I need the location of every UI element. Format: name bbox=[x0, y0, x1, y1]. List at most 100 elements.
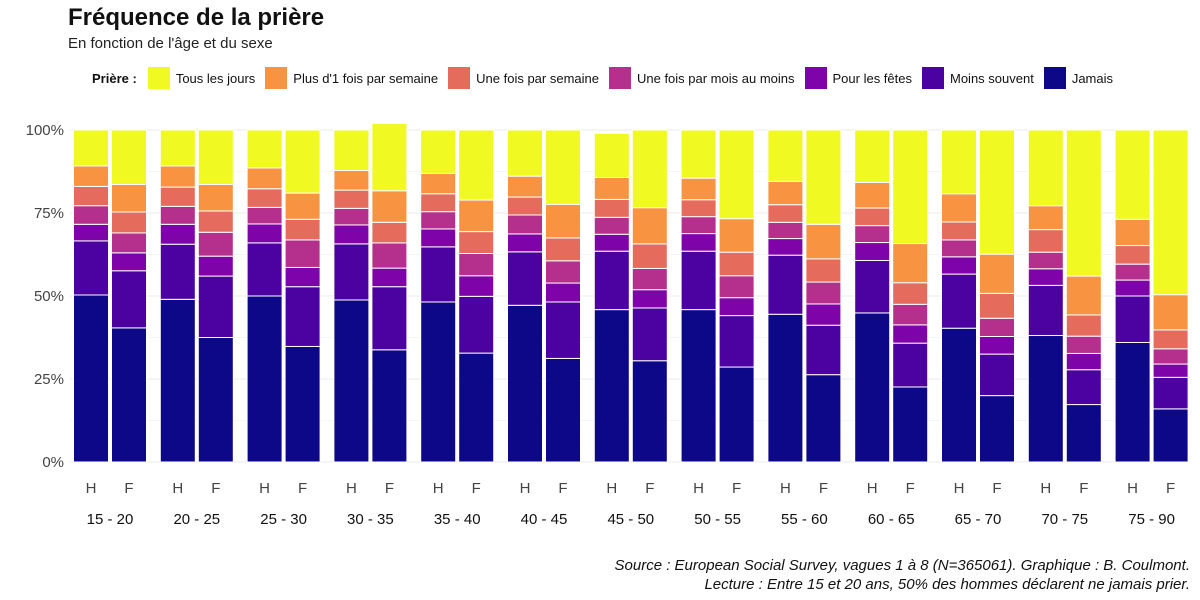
bar-segment bbox=[507, 304, 543, 463]
bar-segment bbox=[284, 192, 321, 220]
bar-segment bbox=[246, 167, 283, 190]
bar-segment bbox=[593, 176, 630, 200]
legend-item-pour-les-fetes: Pour les fêtes bbox=[804, 67, 912, 89]
x-sub-label: H bbox=[867, 480, 878, 497]
bar-segment bbox=[892, 129, 929, 245]
bar-segment bbox=[1027, 205, 1064, 231]
bar-segment bbox=[941, 327, 977, 463]
bar-segment bbox=[159, 186, 196, 207]
legend-title: Prière : bbox=[92, 70, 137, 86]
y-tick-label: 0% bbox=[42, 454, 64, 471]
bar-segment bbox=[284, 239, 321, 268]
bar-segment bbox=[979, 317, 1015, 338]
bar-segment bbox=[371, 349, 408, 463]
bar-segment bbox=[371, 122, 408, 192]
bar-segment bbox=[507, 129, 543, 177]
bar-segment bbox=[1027, 251, 1064, 270]
bar-segment bbox=[333, 299, 370, 463]
bar-segment bbox=[1027, 284, 1064, 337]
bar-segment bbox=[631, 243, 668, 269]
bar-segment bbox=[680, 199, 717, 218]
bar-segment bbox=[805, 324, 842, 376]
x-sub-label: F bbox=[819, 480, 828, 497]
bar-segment bbox=[1114, 295, 1151, 343]
bar-segment bbox=[854, 312, 891, 463]
bar-segment bbox=[1114, 245, 1151, 265]
bar-segment bbox=[631, 267, 668, 291]
bar-segment bbox=[420, 246, 457, 303]
bar-segment bbox=[1027, 268, 1064, 286]
bar-segment bbox=[507, 251, 543, 306]
bar-segment bbox=[1152, 348, 1189, 365]
legend-swatch bbox=[804, 67, 827, 89]
bar-segment bbox=[979, 292, 1015, 319]
bar-segment bbox=[680, 309, 717, 463]
bar-segment bbox=[941, 273, 977, 329]
bar-segment bbox=[159, 298, 196, 463]
bar-segment bbox=[333, 224, 370, 245]
bar-segment bbox=[197, 210, 234, 233]
bar-segment bbox=[507, 214, 543, 235]
bar-segment bbox=[1152, 408, 1189, 463]
legend-label: Une fois par semaine bbox=[476, 70, 599, 86]
x-sub-label: H bbox=[780, 480, 791, 497]
bar-segment bbox=[73, 294, 109, 463]
x-sub-label: H bbox=[172, 480, 183, 497]
legend-label: Tous les jours bbox=[175, 70, 256, 86]
legend-item-une-fois-par-mois: Une fois par mois au moins bbox=[608, 67, 795, 89]
bar-segment bbox=[371, 242, 408, 269]
bar-segment bbox=[284, 266, 321, 288]
bar-segment bbox=[805, 223, 842, 260]
bar-segment bbox=[979, 353, 1015, 397]
bar-segment bbox=[420, 228, 457, 248]
bar-segment bbox=[718, 129, 755, 220]
bar-segment bbox=[197, 231, 234, 257]
bar-segment bbox=[420, 301, 457, 463]
bar-segment bbox=[631, 360, 668, 463]
bar-segment bbox=[941, 256, 977, 275]
bar-segment bbox=[1114, 218, 1151, 247]
bar-segment bbox=[159, 243, 196, 300]
legend-label: Jamais bbox=[1071, 70, 1114, 86]
bar-segment bbox=[680, 216, 717, 235]
bar-segment bbox=[333, 207, 370, 226]
bar-segment bbox=[1065, 314, 1102, 337]
bar-segment bbox=[371, 190, 408, 223]
bar-segment bbox=[854, 207, 891, 227]
bar-segment bbox=[593, 198, 630, 218]
bar-segment bbox=[458, 253, 495, 277]
bar-segment bbox=[545, 203, 581, 239]
bar-segment bbox=[420, 193, 457, 213]
bar-segment bbox=[507, 175, 543, 198]
bar-segment bbox=[892, 324, 929, 344]
bar-segment bbox=[631, 307, 668, 362]
x-group-label: 65 - 70 bbox=[955, 511, 1002, 528]
bar-segment bbox=[805, 303, 842, 326]
bar-segment bbox=[1114, 279, 1151, 297]
y-tick-label: 25% bbox=[34, 371, 64, 388]
bar-segment bbox=[805, 129, 842, 225]
bar-segment bbox=[1065, 369, 1102, 406]
x-sub-label: F bbox=[558, 480, 567, 497]
bar-segment bbox=[159, 223, 196, 245]
legend-swatch bbox=[147, 67, 170, 89]
legend-label: Une fois par mois au moins bbox=[636, 70, 795, 86]
bar-segment bbox=[197, 337, 234, 463]
x-sub-label: H bbox=[259, 480, 270, 497]
y-tick-label: 100% bbox=[26, 122, 64, 139]
bar-segment bbox=[767, 129, 804, 182]
bar-segment bbox=[246, 295, 283, 463]
bar-segment bbox=[1027, 229, 1064, 253]
bar-segment bbox=[458, 231, 495, 255]
bar-segment bbox=[941, 193, 977, 223]
bar-segment bbox=[767, 180, 804, 206]
bar-segment bbox=[1065, 352, 1102, 371]
bar-segment bbox=[284, 129, 321, 194]
bar-segment bbox=[1065, 275, 1102, 316]
bar-segment bbox=[892, 342, 929, 388]
legend-label: Moins souvent bbox=[950, 70, 1034, 86]
bar-segment bbox=[73, 223, 109, 242]
bar-segment bbox=[767, 254, 804, 315]
x-sub-label: F bbox=[472, 480, 481, 497]
